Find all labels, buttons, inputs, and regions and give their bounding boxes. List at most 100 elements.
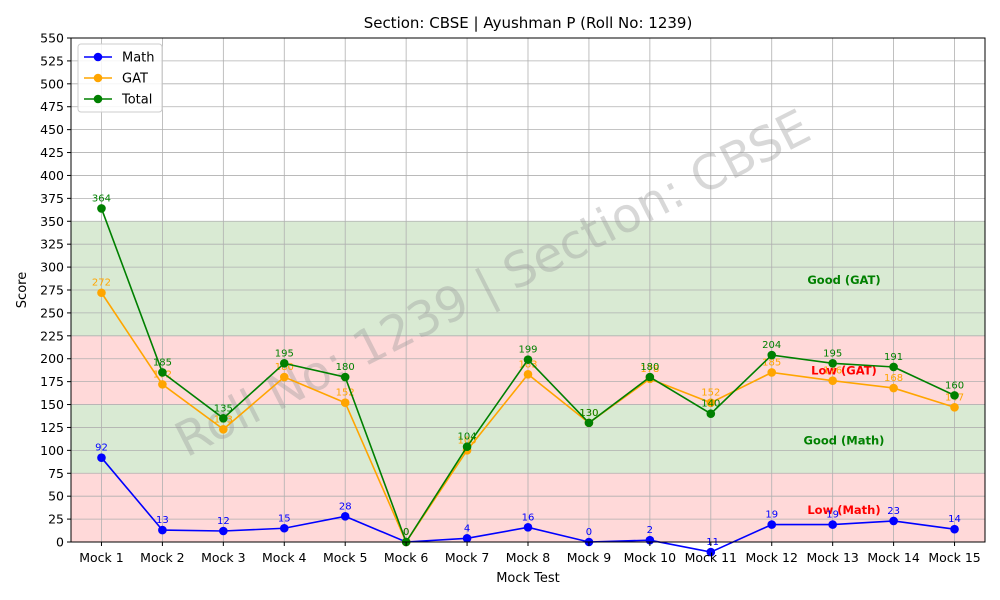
legend-entry-gat: GAT	[84, 72, 148, 87]
math-label-5: 28	[339, 501, 352, 512]
y-tick-label-13: 325	[40, 237, 64, 252]
gat-label-12: 185	[762, 357, 781, 368]
y-tick-label-1: 25	[48, 512, 64, 527]
x-tick-label-10: Mock 10	[624, 550, 676, 565]
total-point-8	[523, 355, 533, 364]
x-tick-label-11: Mock 11	[685, 550, 737, 565]
gat-label-1: 272	[92, 278, 111, 289]
total-label-12: 204	[762, 340, 781, 351]
y-tick-label-18: 450	[40, 122, 64, 137]
y-tick-label-20: 500	[40, 76, 64, 91]
total-point-12	[767, 350, 777, 360]
y-tick-label-6: 150	[40, 397, 64, 412]
legend-entry-total: Total	[84, 93, 152, 108]
y-tick-label-15: 375	[40, 191, 64, 206]
x-tick-label-3: Mock 3	[201, 550, 245, 565]
chart-title: Section: CBSE | Ayushman P (Roll No: 123…	[364, 14, 693, 32]
total-point-11	[706, 409, 716, 419]
band-label-2: Low (GAT)	[811, 364, 877, 378]
total-label-9: 130	[579, 408, 598, 419]
total-point-2	[158, 368, 167, 377]
gat-point-15	[950, 402, 959, 412]
math-label-15: 14	[948, 514, 961, 525]
gat-point-1	[97, 288, 106, 298]
y-tick-label-10: 250	[40, 305, 64, 320]
total-label-14: 191	[884, 352, 903, 363]
total-point-7	[462, 442, 472, 451]
gat-point-4	[279, 372, 289, 382]
gat-label-9: 130	[579, 408, 598, 419]
y-tick-label-14: 350	[40, 214, 64, 229]
band-label-1: Good (Math)	[804, 433, 885, 447]
total-point-9	[584, 418, 594, 428]
y-tick-label-3: 75	[48, 466, 64, 481]
math-point-3	[219, 526, 228, 536]
gat-point-5	[340, 398, 350, 408]
math-point-2	[158, 525, 167, 535]
math-point-14	[889, 516, 898, 526]
gat-point-3	[219, 424, 228, 434]
gat-point-12	[767, 368, 777, 377]
math-label-7: 4	[464, 523, 470, 534]
gat-label-5: 152	[336, 388, 355, 399]
gat-label-14: 168	[884, 373, 903, 384]
total-label-3: 135	[214, 403, 233, 414]
math-label-3: 12	[217, 516, 230, 527]
total-point-10	[645, 372, 655, 382]
band-labels: Low (Math) Good (Math) Low (GAT) Good (GAT)	[804, 273, 885, 517]
total-label-4: 195	[275, 348, 294, 359]
y-tick-label-11: 275	[40, 283, 64, 298]
x-tick-label-9: Mock 9	[567, 550, 612, 565]
total-label-11: 140	[701, 399, 720, 410]
x-tick-label-2: Mock 2	[140, 550, 184, 565]
total-point-1	[97, 204, 106, 213]
legend: Math GAT Total	[77, 43, 163, 113]
legend-gat-label: GAT	[122, 72, 148, 87]
math-label-4: 15	[278, 513, 291, 524]
math-point-12	[767, 520, 777, 529]
y-tick-label-4: 100	[40, 443, 64, 458]
math-point-15	[950, 524, 959, 534]
total-point-13	[828, 359, 837, 368]
total-point-14	[889, 362, 898, 372]
total-label-6: 0	[403, 527, 409, 538]
total-point-3	[219, 413, 228, 423]
total-label-13: 195	[823, 348, 842, 359]
legend-entry-math: Math	[84, 51, 155, 66]
y-tick-label-2: 50	[48, 489, 64, 504]
y-tick-label-0: 0	[56, 535, 64, 550]
x-axis-title: Mock Test	[496, 571, 560, 586]
x-tick-label-6: Mock 6	[384, 550, 429, 565]
legend-math-marker	[93, 52, 103, 62]
math-point-5	[340, 512, 350, 521]
math-point-7	[462, 534, 472, 543]
math-label-12: 19	[765, 510, 778, 521]
math-label-2: 13	[156, 515, 169, 526]
legend-math-label: Math	[122, 51, 155, 66]
total-label-8: 199	[518, 345, 537, 356]
gat-point-14	[889, 383, 898, 393]
gat-label-10: 178	[640, 364, 659, 375]
gat-label-6: 0	[403, 527, 409, 538]
x-tick-label-5: Mock 5	[323, 550, 367, 565]
gat-label-8: 183	[518, 359, 537, 370]
series-layer: 9213121528041602-11191923142721721231801…	[92, 193, 964, 557]
total-label-7: 104	[458, 432, 477, 443]
y-tick-label-17: 425	[40, 145, 64, 160]
band-label-0: Low (Math)	[807, 503, 880, 517]
total-label-5: 180	[336, 362, 355, 373]
legend-total-marker	[93, 94, 103, 104]
y-tick-label-7: 175	[40, 374, 64, 389]
math-point-1	[97, 453, 106, 462]
x-tick-label-1: Mock 1	[79, 550, 123, 565]
x-tick-label-14: Mock 14	[867, 550, 919, 565]
x-tick-label-7: Mock 7	[445, 550, 489, 565]
band-label-3: Good (GAT)	[807, 273, 880, 287]
y-axis-title: Score	[15, 272, 30, 308]
y-tick-label-5: 125	[40, 420, 64, 435]
total-label-10: 180	[640, 362, 659, 373]
gat-point-11	[706, 398, 716, 408]
legend-total-label: Total	[121, 93, 152, 108]
y-tick-label-12: 300	[40, 260, 64, 275]
math-point-8	[523, 523, 533, 532]
